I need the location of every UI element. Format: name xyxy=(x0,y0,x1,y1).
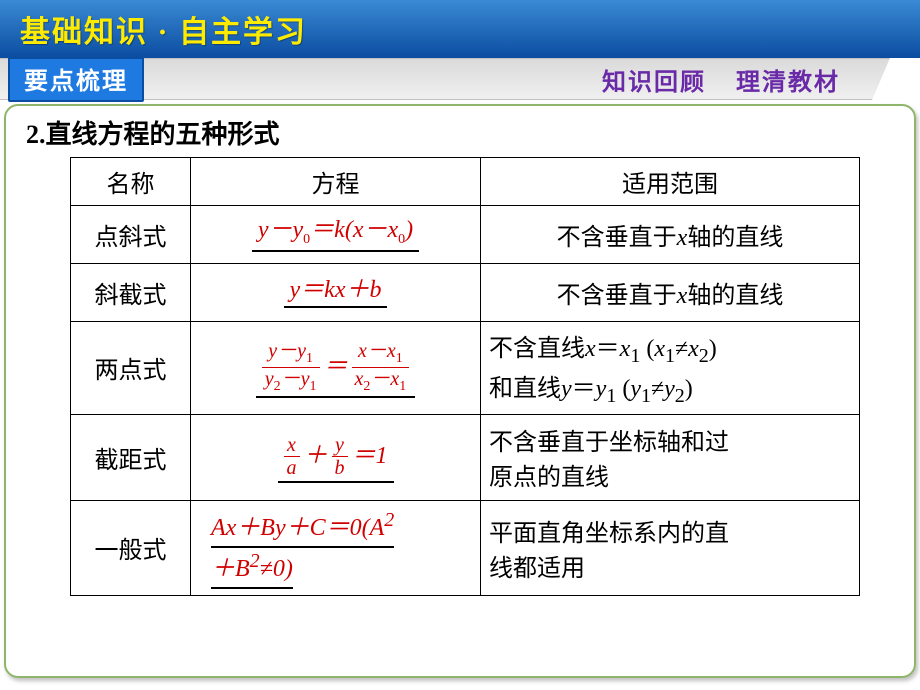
row-name: 点斜式 xyxy=(71,206,191,264)
col-scope-header: 适用范围 xyxy=(481,158,860,206)
row-name: 斜截式 xyxy=(71,264,191,322)
col-equation-header: 方程 xyxy=(191,158,481,206)
row-scope: 不含垂直于坐标轴和过原点的直线 xyxy=(481,414,860,500)
sub-right-labels: 知识回顾 理清教材 xyxy=(602,62,840,97)
table-header-row: 名称 方程 适用范围 xyxy=(71,158,860,206)
col-name-header: 名称 xyxy=(71,158,191,206)
tag-label: 要点梳理 xyxy=(8,57,144,102)
table-row: 斜截式 y＝kx＋b 不含垂直于x轴的直线 xyxy=(71,264,860,322)
header-bar: 基础知识 · 自主学习 xyxy=(0,0,920,58)
label-review: 知识回顾 xyxy=(602,70,706,96)
equation-slope-intercept: y＝kx＋b xyxy=(284,277,388,307)
sub-bar-end xyxy=(860,58,890,100)
table-row: 点斜式 y－y0＝k(x－x0) 不含垂直于x轴的直线 xyxy=(71,206,860,264)
row-name: 一般式 xyxy=(71,500,191,595)
sub-header-bar: 要点梳理 知识回顾 理清教材 xyxy=(0,58,920,100)
label-textbook: 理清教材 xyxy=(736,70,840,96)
content-area: 2.直线方程的五种形式 名称 方程 适用范围 点斜式 y－y0＝k(x－x0) … xyxy=(0,100,920,616)
row-scope: 平面直角坐标系内的直线都适用 xyxy=(481,500,860,595)
table-row: 一般式 Ax＋By＋C＝0(A2 ＋B2≠0) 平面直角坐标系内的直线都适用 xyxy=(71,500,860,595)
row-scope: 不含垂直于x轴的直线 xyxy=(481,264,860,322)
row-equation: y－y1y2－y1 ＝ x－x1x2－x1 xyxy=(191,322,481,415)
table-row: 两点式 y－y1y2－y1 ＝ x－x1x2－x1 不含直线x＝x1 (x1≠x… xyxy=(71,322,860,415)
equation-general: Ax＋By＋C＝0(A2 ＋B2≠0) xyxy=(211,507,394,589)
row-equation: xa ＋ yb ＝1 xyxy=(191,414,481,500)
row-name: 截距式 xyxy=(71,414,191,500)
row-scope: 不含直线x＝x1 (x1≠x2)和直线y＝y1 (y1≠y2) xyxy=(481,322,860,415)
table-row: 截距式 xa ＋ yb ＝1 不含垂直于坐标轴和过原点的直线 xyxy=(71,414,860,500)
page-root: 基础知识 · 自主学习 要点梳理 知识回顾 理清教材 2.直线方程的五种形式 名称… xyxy=(0,0,920,690)
row-scope: 不含垂直于x轴的直线 xyxy=(481,206,860,264)
equation-two-point: y－y1y2－y1 ＝ x－x1x2－x1 xyxy=(256,337,416,398)
row-name: 两点式 xyxy=(71,322,191,415)
row-equation: y＝kx＋b xyxy=(191,264,481,322)
section-title: 2.直线方程的五种形式 xyxy=(26,114,900,151)
header-title: 基础知识 · 自主学习 xyxy=(20,7,307,51)
row-equation: y－y0＝k(x－x0) xyxy=(191,206,481,264)
equations-table: 名称 方程 适用范围 点斜式 y－y0＝k(x－x0) 不含垂直于x轴的直线 斜… xyxy=(70,157,860,596)
equation-point-slope: y－y0＝k(x－x0) xyxy=(252,217,419,251)
row-equation: Ax＋By＋C＝0(A2 ＋B2≠0) xyxy=(191,500,481,595)
equation-intercept: xa ＋ yb ＝1 xyxy=(278,431,394,483)
